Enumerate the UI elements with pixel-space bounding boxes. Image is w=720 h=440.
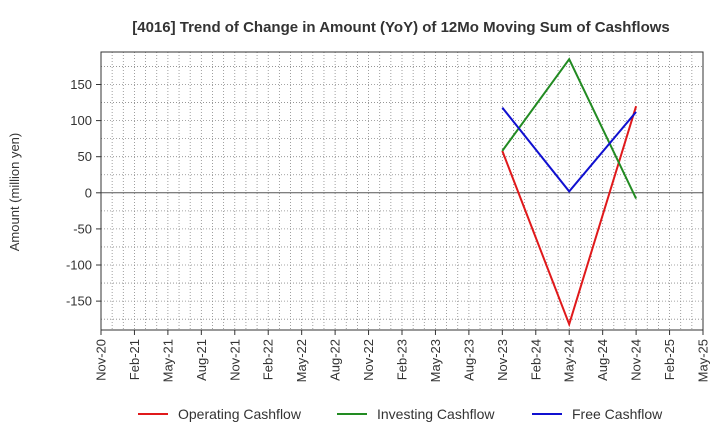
grid [100, 52, 704, 330]
series-line-investing-cashflow [501, 57, 638, 200]
y-tick-label: 150 [70, 77, 92, 92]
x-tick-label: May-22 [294, 339, 309, 382]
y-tick-label: 100 [70, 113, 92, 128]
y-tick-label: -50 [73, 221, 92, 236]
y-axis-ticks: 150 100 50 0 -50 -100 -150 [66, 77, 101, 309]
x-tick-label: Nov-21 [227, 339, 242, 381]
legend-label-investing-cashflow: Investing Cashflow [377, 406, 495, 422]
series-lines [501, 57, 638, 328]
x-tick-label: Aug-21 [194, 339, 209, 381]
x-tick-label: Nov-23 [495, 339, 510, 381]
legend-label-free-cashflow: Free Cashflow [572, 406, 663, 422]
x-tick-label: Feb-24 [528, 339, 543, 380]
x-tick-label: Feb-25 [662, 339, 677, 380]
x-tick-label: May-25 [696, 339, 711, 382]
series-line-free-cashflow [501, 106, 637, 193]
x-tick-label: Nov-24 [629, 339, 644, 381]
y-axis-label: Amount (million yen) [7, 133, 22, 252]
chart-title: [4016] Trend of Change in Amount (YoY) o… [132, 19, 670, 36]
y-tick-label: 0 [85, 185, 92, 200]
x-tick-label: Feb-23 [395, 339, 410, 380]
x-tick-label: May-21 [160, 339, 175, 382]
x-tick-label: Aug-22 [328, 339, 343, 381]
legend-label-operating-cashflow: Operating Cashflow [178, 406, 302, 422]
y-tick-label: -100 [66, 258, 92, 273]
x-tick-label: May-23 [428, 339, 443, 382]
x-axis-ticks: Nov-20 Feb-21 May-21 Aug-21 Nov-21 Feb-22 May-… [94, 330, 711, 382]
x-tick-label: Aug-23 [461, 339, 476, 381]
series-line-operating-cashflow [501, 105, 638, 328]
x-tick-label: Feb-22 [261, 339, 276, 380]
x-tick-label: Feb-21 [127, 339, 142, 380]
x-tick-label: Nov-20 [94, 339, 109, 381]
y-tick-label: -150 [66, 294, 92, 309]
legend: Operating Cashflow Investing Cashflow Free… [138, 406, 663, 422]
x-tick-label: Aug-24 [595, 339, 610, 381]
y-tick-label: 50 [78, 149, 92, 164]
x-tick-label: May-24 [562, 339, 577, 382]
x-tick-label: Nov-22 [361, 339, 376, 381]
